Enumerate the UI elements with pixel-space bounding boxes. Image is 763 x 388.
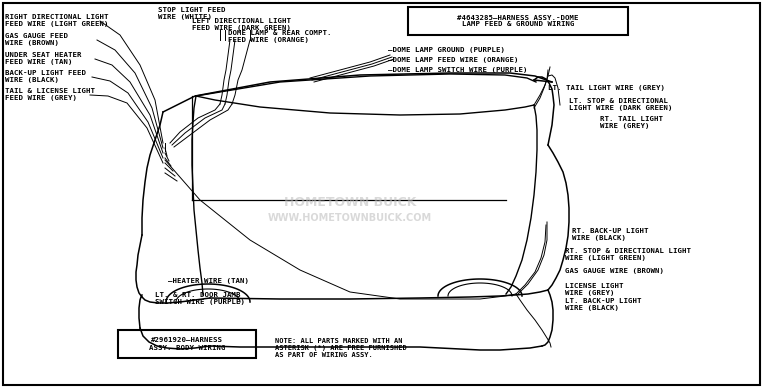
- Text: LEFT DIRECTIONAL LIGHT
FEED WIRE (DARK GREEN): LEFT DIRECTIONAL LIGHT FEED WIRE (DARK G…: [192, 18, 291, 31]
- Bar: [118, 330, 256, 358]
- Text: TAIL & LICENSE LIGHT
FEED WIRE (GREY): TAIL & LICENSE LIGHT FEED WIRE (GREY): [5, 88, 95, 101]
- Text: GAS GAUGE FEED
WIRE (BROWN): GAS GAUGE FEED WIRE (BROWN): [5, 33, 68, 46]
- Text: #2961920—HARNESS
ASSY. BODY WIRING: #2961920—HARNESS ASSY. BODY WIRING: [149, 338, 225, 350]
- Text: DOME LAMP & REAR COMPT.
FEED WIRE (ORANGE): DOME LAMP & REAR COMPT. FEED WIRE (ORANG…: [228, 30, 331, 43]
- Text: STOP LIGHT FEED
WIRE (WHITE): STOP LIGHT FEED WIRE (WHITE): [158, 7, 226, 20]
- Text: –DOME LAMP GROUND (PURPLE): –DOME LAMP GROUND (PURPLE): [388, 47, 505, 53]
- Text: RT. STOP & DIRECTIONAL LIGHT
WIRE (LIGHT GREEN): RT. STOP & DIRECTIONAL LIGHT WIRE (LIGHT…: [565, 248, 691, 261]
- Text: LT. BACK-UP LIGHT
WIRE (BLACK): LT. BACK-UP LIGHT WIRE (BLACK): [565, 298, 642, 311]
- Text: UNDER SEAT HEATER
FEED WIRE (TAN): UNDER SEAT HEATER FEED WIRE (TAN): [5, 52, 82, 65]
- Text: –DOME LAMP FEED WIRE (ORANGE): –DOME LAMP FEED WIRE (ORANGE): [388, 57, 519, 63]
- Text: LICENSE LIGHT
WIRE (GREY): LICENSE LIGHT WIRE (GREY): [565, 283, 623, 296]
- Text: GAS GAUGE WIRE (BROWN): GAS GAUGE WIRE (BROWN): [565, 268, 664, 274]
- Text: RIGHT DIRECTIONAL LIGHT
FEED WIRE (LIGHT GREEN): RIGHT DIRECTIONAL LIGHT FEED WIRE (LIGHT…: [5, 14, 108, 27]
- Text: BACK-UP LIGHT FEED
WIRE (BLACK): BACK-UP LIGHT FEED WIRE (BLACK): [5, 70, 86, 83]
- Text: LT. & RT. DOOR JAMB
SWITCH WIRE (PURPLE): LT. & RT. DOOR JAMB SWITCH WIRE (PURPLE): [155, 292, 245, 305]
- Text: #4643285—HARNESS ASSY.-DOME
LAMP FEED & GROUND WIRING: #4643285—HARNESS ASSY.-DOME LAMP FEED & …: [457, 14, 579, 28]
- Text: WWW.HOMETOWNBUICK.COM: WWW.HOMETOWNBUICK.COM: [268, 213, 432, 223]
- Bar: [408, 7, 628, 35]
- Text: HOMETOWN BUICK: HOMETOWN BUICK: [284, 196, 416, 208]
- Text: –HEATER WIRE (TAN): –HEATER WIRE (TAN): [168, 278, 249, 284]
- Text: LT. STOP & DIRECTIONAL
LIGHT WIRE (DARK GREEN): LT. STOP & DIRECTIONAL LIGHT WIRE (DARK …: [569, 98, 672, 111]
- Text: RT. BACK-UP LIGHT
WIRE (BLACK): RT. BACK-UP LIGHT WIRE (BLACK): [572, 228, 649, 241]
- Text: –DOME LAMP SWITCH WIRE (PURPLE): –DOME LAMP SWITCH WIRE (PURPLE): [388, 67, 527, 73]
- Text: RT. TAIL LIGHT
WIRE (GREY): RT. TAIL LIGHT WIRE (GREY): [600, 116, 663, 129]
- Text: NOTE: ALL PARTS MARKED WITH AN
ASTERISK (*) ARE FREE FURNISHED
AS PART OF WIRING: NOTE: ALL PARTS MARKED WITH AN ASTERISK …: [275, 338, 407, 358]
- Text: LT. TAIL LIGHT WIRE (GREY): LT. TAIL LIGHT WIRE (GREY): [548, 85, 665, 91]
